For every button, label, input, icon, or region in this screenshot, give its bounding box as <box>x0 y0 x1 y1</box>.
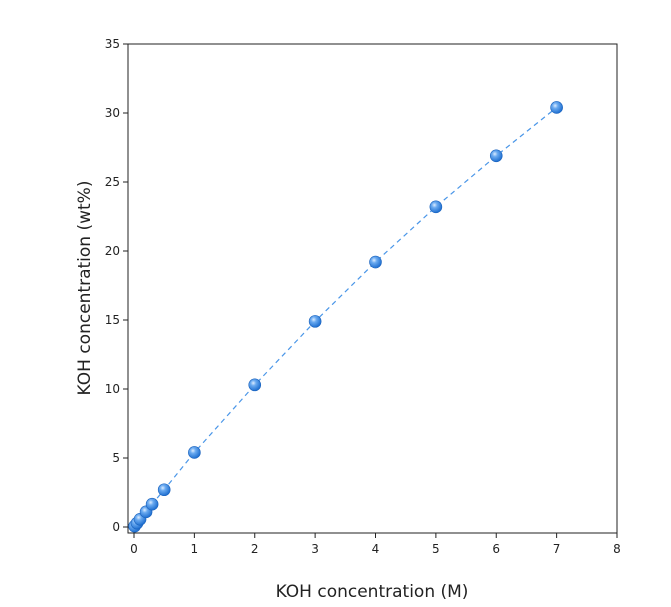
data-point <box>429 200 443 214</box>
y-tick-label: 30 <box>105 106 120 120</box>
x-tick-label: 2 <box>251 542 259 556</box>
y-tick-label: 20 <box>105 244 120 258</box>
data-point <box>489 149 503 163</box>
x-axis-title: KOH concentration (M) <box>276 582 469 602</box>
data-point <box>188 446 201 459</box>
y-tick-label: 25 <box>105 175 120 189</box>
data-point <box>157 483 171 497</box>
dashed-trend-line <box>134 107 557 527</box>
y-axis-ticks: 0 5 10 15 20 25 30 35 <box>105 37 128 534</box>
plot-frame <box>127 43 618 534</box>
data-points <box>128 101 563 533</box>
data-point <box>248 378 262 392</box>
y-tick-label: 0 <box>112 520 120 534</box>
x-tick-label: 3 <box>311 542 319 556</box>
x-axis-ticks: 0 1 2 3 4 5 6 7 8 <box>130 533 621 556</box>
y-tick-label: 10 <box>105 382 120 396</box>
x-tick-label: 6 <box>492 542 500 556</box>
data-point <box>369 255 382 269</box>
y-tick-label: 5 <box>112 451 120 465</box>
x-tick-label: 0 <box>130 542 138 556</box>
y-tick-label: 15 <box>105 313 120 327</box>
data-point <box>550 101 563 114</box>
x-tick-label: 7 <box>553 542 561 556</box>
x-tick-label: 8 <box>613 542 621 556</box>
x-tick-label: 4 <box>372 542 380 556</box>
y-tick-label: 35 <box>105 37 120 51</box>
x-tick-label: 5 <box>432 542 440 556</box>
fit-line-group <box>134 107 557 527</box>
y-axis-title: KOH concentration (wt%) <box>75 181 95 396</box>
data-point <box>145 497 159 511</box>
plot-border <box>127 43 618 534</box>
data-point <box>308 315 322 328</box>
x-tick-label: 1 <box>191 542 199 556</box>
